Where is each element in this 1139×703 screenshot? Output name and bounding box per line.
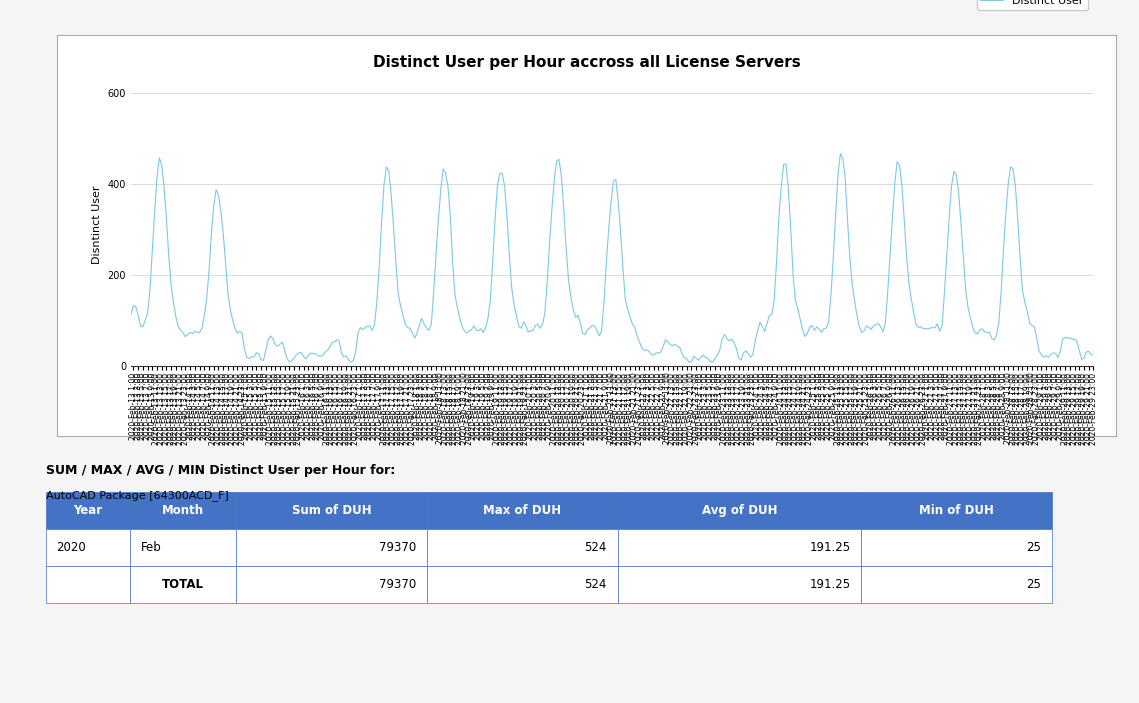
Legend: Distinct User: Distinct User xyxy=(976,0,1088,11)
Text: Avg of DUH: Avg of DUH xyxy=(702,503,777,517)
FancyBboxPatch shape xyxy=(130,529,236,566)
Text: 524: 524 xyxy=(584,541,607,554)
Distinct User xyxy=(834,150,847,158)
FancyBboxPatch shape xyxy=(130,491,236,529)
Text: 25: 25 xyxy=(1026,541,1041,554)
Text: 25: 25 xyxy=(1026,578,1041,591)
Distinct User xyxy=(994,286,1008,295)
FancyBboxPatch shape xyxy=(236,491,427,529)
FancyBboxPatch shape xyxy=(617,566,861,602)
Text: 2020: 2020 xyxy=(56,541,85,554)
Text: AutoCAD Package [64300ACD_F]: AutoCAD Package [64300ACD_F] xyxy=(46,491,228,501)
Distinct User xyxy=(1087,351,1100,359)
FancyBboxPatch shape xyxy=(427,491,617,529)
Text: Distinct User per Hour accross all License Servers: Distinct User per Hour accross all Licen… xyxy=(372,56,801,70)
FancyBboxPatch shape xyxy=(861,491,1052,529)
FancyBboxPatch shape xyxy=(130,566,236,602)
Text: Year: Year xyxy=(73,503,103,517)
FancyBboxPatch shape xyxy=(617,529,861,566)
FancyBboxPatch shape xyxy=(46,529,130,566)
Text: 79370: 79370 xyxy=(379,578,417,591)
Text: SUM / MAX / AVG / MIN Distinct User per Hour for:: SUM / MAX / AVG / MIN Distinct User per … xyxy=(46,464,395,477)
Y-axis label: Disntinct User: Disntinct User xyxy=(92,186,103,264)
FancyBboxPatch shape xyxy=(236,566,427,602)
Distinct User xyxy=(831,170,845,179)
Text: 191.25: 191.25 xyxy=(810,578,851,591)
Text: 524: 524 xyxy=(584,578,607,591)
Distinct User xyxy=(448,290,461,299)
Text: 191.25: 191.25 xyxy=(810,541,851,554)
Distinct User xyxy=(661,337,674,346)
Text: 79370: 79370 xyxy=(379,541,417,554)
Distinct User xyxy=(415,314,428,323)
FancyBboxPatch shape xyxy=(46,566,130,602)
Line: Distinct User: Distinct User xyxy=(131,154,1093,362)
Text: Sum of DUH: Sum of DUH xyxy=(292,503,371,517)
Text: Feb: Feb xyxy=(141,541,162,554)
Distinct User xyxy=(803,323,817,331)
FancyBboxPatch shape xyxy=(861,529,1052,566)
FancyBboxPatch shape xyxy=(861,566,1052,602)
Distinct User xyxy=(344,358,358,366)
FancyBboxPatch shape xyxy=(427,566,617,602)
FancyBboxPatch shape xyxy=(236,529,427,566)
Text: Month: Month xyxy=(162,503,204,517)
Text: Max of DUH: Max of DUH xyxy=(483,503,562,517)
Text: TOTAL: TOTAL xyxy=(162,578,204,591)
Distinct User xyxy=(124,310,138,318)
FancyBboxPatch shape xyxy=(617,491,861,529)
Text: Min of DUH: Min of DUH xyxy=(919,503,994,517)
FancyBboxPatch shape xyxy=(427,529,617,566)
FancyBboxPatch shape xyxy=(46,491,130,529)
